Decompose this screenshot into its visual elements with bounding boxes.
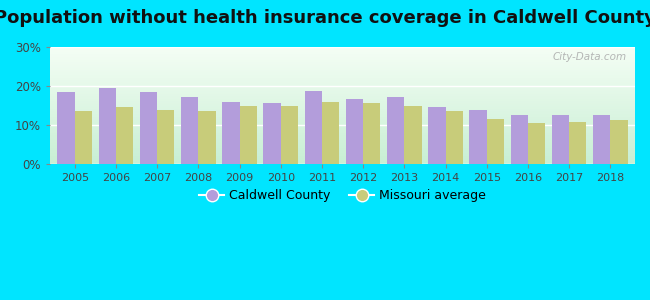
Bar <box>428 107 445 164</box>
Bar <box>445 111 463 164</box>
Bar <box>240 106 257 164</box>
Bar <box>528 123 545 164</box>
Bar <box>57 92 75 164</box>
Bar <box>263 103 281 164</box>
Bar <box>610 120 628 164</box>
Bar <box>116 107 133 164</box>
Bar <box>387 97 404 164</box>
Bar <box>322 103 339 164</box>
Bar <box>593 115 610 164</box>
Bar <box>222 102 240 164</box>
Bar <box>404 106 422 164</box>
Bar <box>305 91 322 164</box>
Bar <box>157 110 174 164</box>
Bar <box>511 116 528 164</box>
Bar <box>469 110 487 164</box>
Bar <box>487 119 504 164</box>
Text: City-Data.com: City-Data.com <box>552 52 626 62</box>
Bar <box>181 97 198 164</box>
Bar <box>198 111 216 164</box>
Bar <box>75 112 92 164</box>
Text: Population without health insurance coverage in Caldwell County: Population without health insurance cove… <box>0 9 650 27</box>
Bar <box>552 115 569 164</box>
Bar <box>99 88 116 164</box>
Bar <box>140 92 157 164</box>
Legend: Caldwell County, Missouri average: Caldwell County, Missouri average <box>194 184 491 207</box>
Bar <box>363 103 380 164</box>
Bar <box>569 122 586 164</box>
Bar <box>281 106 298 164</box>
Bar <box>346 99 363 164</box>
